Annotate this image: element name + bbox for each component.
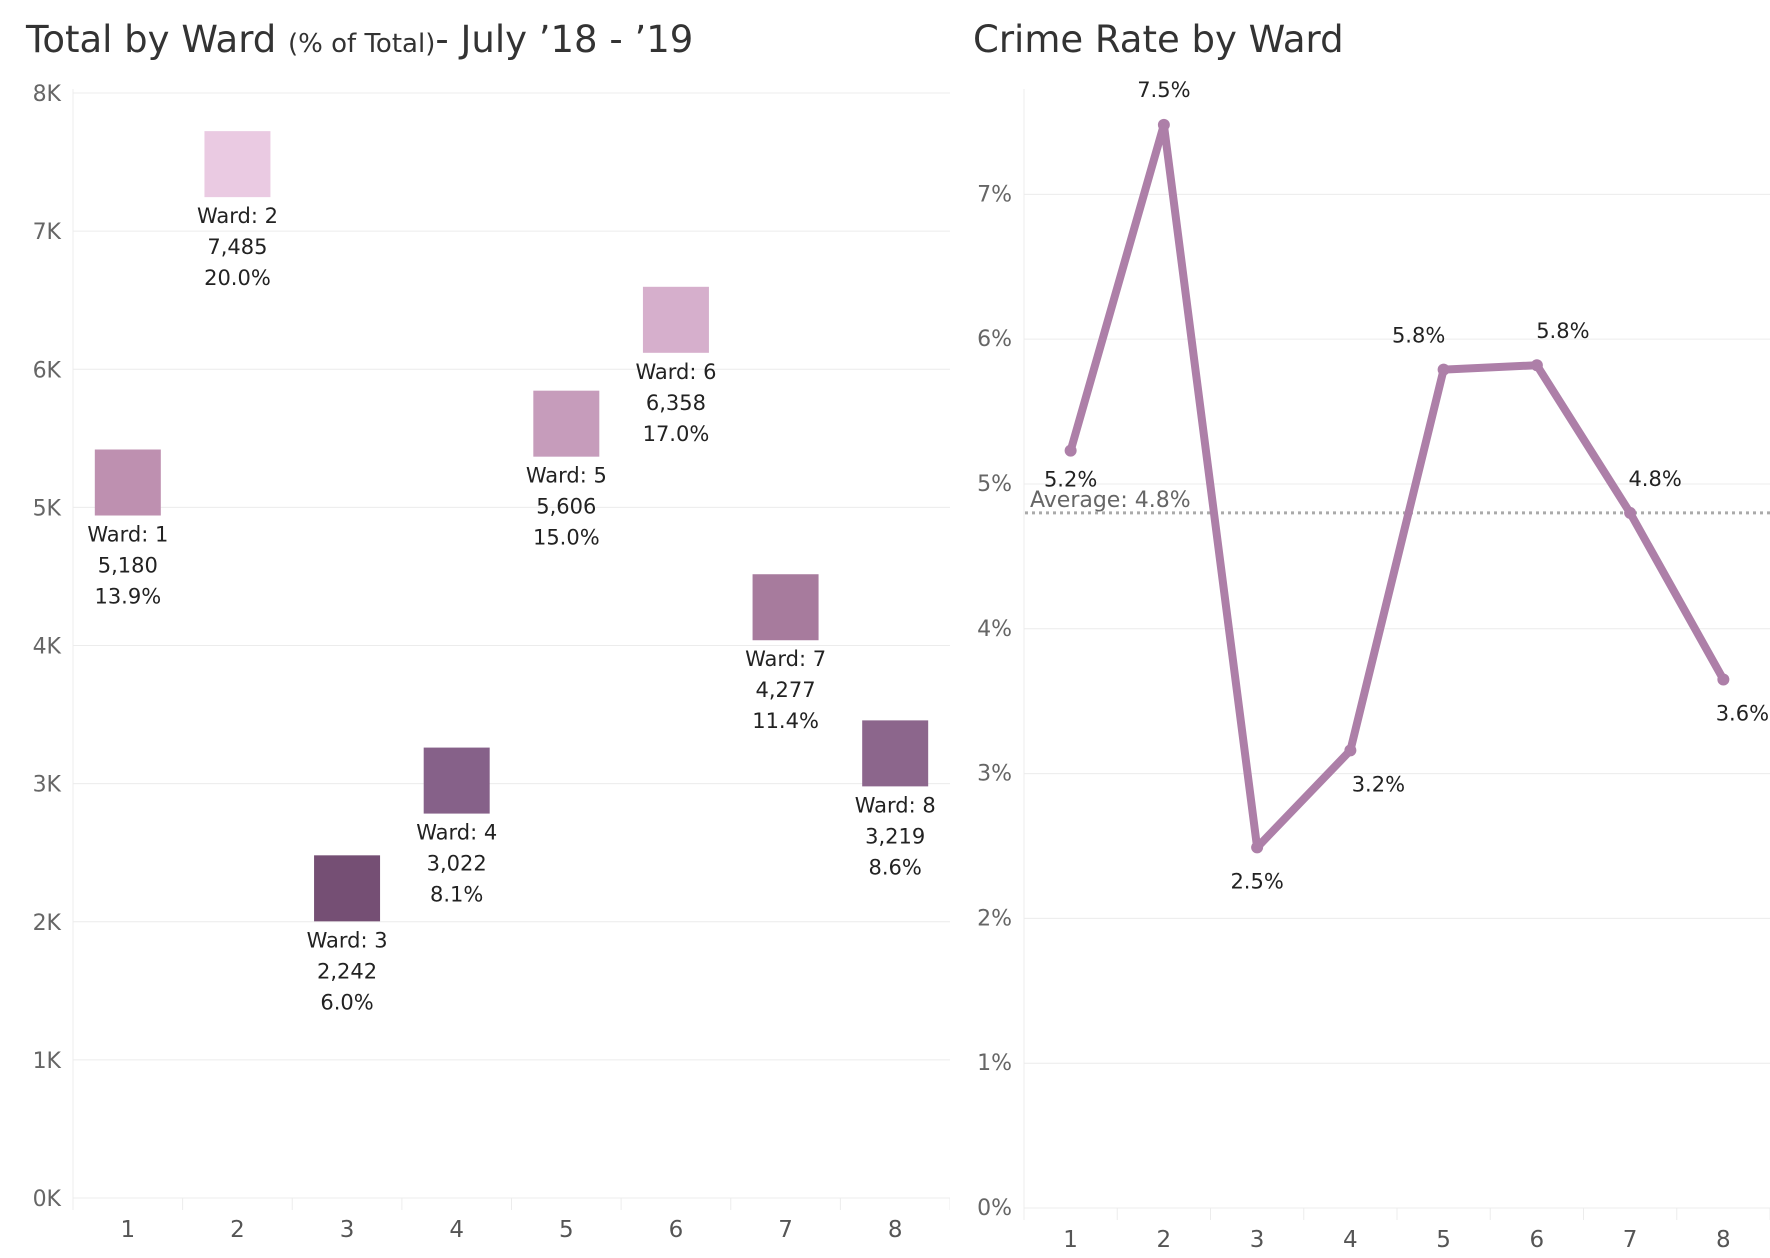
ward-label: Ward: 3 bbox=[307, 928, 388, 952]
y-tick-label: 2% bbox=[977, 906, 1012, 931]
x-tick-label: 2 bbox=[230, 1217, 245, 1243]
ward-value-label: 6,358 bbox=[646, 391, 706, 415]
ward-marker bbox=[204, 131, 271, 198]
crime-rate-panel: Crime Rate by Ward 0% 1% 2% 3% 4% 5% 6% 7% 1 2 3 4 5… bbox=[950, 0, 1770, 1258]
x-tick-label: 4 bbox=[1343, 1227, 1358, 1253]
ward-percent-label: 6.0% bbox=[320, 990, 373, 1014]
y-tick-label: 3K bbox=[33, 773, 62, 798]
x-tick-label: 1 bbox=[1063, 1227, 1078, 1253]
x-tick-label: 6 bbox=[1530, 1227, 1545, 1253]
crime-rate-point-label: 5.2% bbox=[1044, 468, 1097, 492]
ward-value-label: 5,606 bbox=[536, 495, 596, 519]
y-tick-label: 3% bbox=[977, 762, 1012, 787]
ward-value-label: 3,219 bbox=[865, 824, 925, 848]
ward-percent-label: 20.0% bbox=[204, 266, 271, 290]
ward-label: Ward: 2 bbox=[197, 204, 278, 228]
x-tick-label: 7 bbox=[1623, 1227, 1638, 1253]
ward-totals-panel: Total by Ward (% of Total)- July ’18 - ’… bbox=[26, 18, 950, 1243]
x-tick-label: 1 bbox=[120, 1217, 135, 1243]
y-tick-label: 7% bbox=[977, 182, 1012, 207]
y-tick-label: 5% bbox=[977, 472, 1012, 497]
y-tick-label: 1% bbox=[977, 1051, 1012, 1076]
x-tick-label: 7 bbox=[778, 1217, 793, 1243]
crime-rate-point bbox=[1344, 744, 1357, 757]
y-tick-label: 7K bbox=[33, 220, 62, 245]
crime-rate-point-label: 3.2% bbox=[1352, 772, 1405, 796]
crime-rate-point bbox=[1064, 444, 1077, 457]
ward-value-label: 5,180 bbox=[98, 554, 158, 578]
crime-rate-point-label: 5.8% bbox=[1392, 324, 1445, 348]
crime-rate-point bbox=[1251, 841, 1264, 854]
average-label: Average: 4.8% bbox=[1030, 488, 1191, 513]
ward-label: Ward: 1 bbox=[87, 523, 168, 547]
y-tick-label: 4K bbox=[33, 635, 62, 660]
crime-rate-point bbox=[1530, 359, 1543, 372]
crime-rate-title: Crime Rate by Ward bbox=[973, 18, 1344, 61]
crime-rate-point bbox=[1717, 673, 1730, 686]
crime-rate-point bbox=[1157, 118, 1170, 131]
y-tick-label: 6K bbox=[33, 358, 62, 383]
ward-label: Ward: 6 bbox=[635, 360, 716, 384]
ward-label: Ward: 5 bbox=[526, 464, 607, 488]
y-tick-label: 2K bbox=[33, 911, 62, 936]
ward-marker bbox=[752, 574, 819, 641]
ward-marker bbox=[423, 747, 490, 814]
ward-totals-title-note: (% of Total) bbox=[288, 29, 436, 59]
ward-label: Ward: 4 bbox=[416, 821, 497, 845]
crime-rate-point-label: 7.5% bbox=[1137, 78, 1190, 102]
ward-marker bbox=[642, 286, 709, 353]
crime-rate-point-label: 2.5% bbox=[1230, 869, 1283, 893]
x-tick-label: 3 bbox=[340, 1217, 355, 1243]
ward-percent-label: 17.0% bbox=[643, 422, 710, 446]
ward-value-label: 7,485 bbox=[207, 235, 267, 259]
ward-value-label: 4,277 bbox=[756, 678, 816, 702]
x-tick-label: 5 bbox=[1436, 1227, 1451, 1253]
ward-percent-label: 15.0% bbox=[533, 526, 600, 550]
ward-percent-label: 13.9% bbox=[94, 585, 161, 609]
y-tick-label: 0K bbox=[33, 1187, 62, 1212]
x-tick-label: 8 bbox=[1716, 1227, 1731, 1253]
x-tick-label: 6 bbox=[669, 1217, 684, 1243]
x-tick-label: 5 bbox=[559, 1217, 574, 1243]
y-tick-label: 1K bbox=[33, 1049, 62, 1074]
y-tick-label: 4% bbox=[977, 617, 1012, 642]
x-tick-label: 3 bbox=[1250, 1227, 1265, 1253]
ward-value-label: 2,242 bbox=[317, 959, 377, 983]
ward-totals-title: Total by Ward (% of Total)- July ’18 - ’… bbox=[26, 18, 693, 61]
y-tick-label: 0% bbox=[977, 1196, 1012, 1221]
crime-rate-line bbox=[1066, 120, 1728, 852]
ward-marker bbox=[862, 720, 929, 787]
ward-percent-label: 8.1% bbox=[430, 883, 483, 907]
ward-percent-label: 11.4% bbox=[752, 709, 819, 733]
y-tick-label: 6% bbox=[977, 327, 1012, 352]
crime-rate-point-label: 4.8% bbox=[1628, 467, 1681, 491]
ward-percent-label: 8.6% bbox=[869, 855, 922, 879]
crime-rate-chart: 0% 1% 2% 3% 4% 5% 6% 7% 1 2 3 4 5 6 7 8 Average: 4.8%5.2… bbox=[977, 78, 1770, 1253]
ward-totals-title-period: - July ’18 - ’19 bbox=[435, 18, 694, 61]
ward-marker bbox=[533, 390, 600, 457]
crime-rate-point bbox=[1437, 363, 1450, 376]
ward-label: Ward: 8 bbox=[855, 793, 936, 817]
ward-label: Ward: 7 bbox=[745, 647, 826, 671]
crime-rate-point bbox=[1624, 506, 1637, 519]
crime-rate-point-label: 3.6% bbox=[1716, 701, 1769, 725]
ward-totals-title-main: Total by Ward bbox=[26, 18, 277, 61]
ward-value-label: 3,022 bbox=[427, 852, 487, 876]
x-tick-label: 2 bbox=[1157, 1227, 1172, 1253]
ward-marker bbox=[314, 855, 381, 922]
ward-marker bbox=[94, 449, 161, 516]
ward-totals-chart: 0K 1K 2K 3K 4K 5K 6K 7K 8K 1 2 3 4 5 6 7 8 Ward: 1 5,180 13… bbox=[33, 82, 950, 1243]
x-tick-label: 4 bbox=[449, 1217, 464, 1243]
y-tick-label: 8K bbox=[33, 82, 62, 107]
y-tick-label: 5K bbox=[33, 496, 62, 521]
crime-rate-point-label: 5.8% bbox=[1536, 319, 1589, 343]
x-tick-label: 8 bbox=[888, 1217, 903, 1243]
